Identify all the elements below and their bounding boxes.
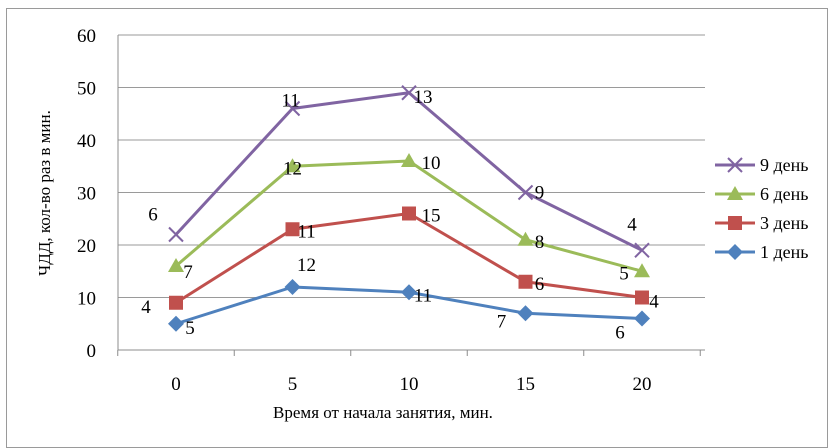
data-point: [284, 158, 301, 173]
data-label: 4: [627, 214, 637, 235]
y-tick-label: 20: [77, 236, 96, 257]
legend-label: 9 день: [760, 155, 809, 175]
y-tick-label: 30: [77, 184, 96, 205]
data-point: [518, 274, 533, 289]
data-label: 4: [141, 297, 151, 318]
series-markers: [168, 85, 650, 332]
legend-swatch-marker: [727, 157, 743, 173]
x-tick-label: 15: [516, 374, 535, 395]
x-tick-label: 5: [288, 374, 298, 395]
legend-item: 6 день: [715, 184, 809, 204]
legend-swatch-marker: [728, 216, 742, 230]
legend: 9 день 6 день 3 день 1 день: [715, 155, 809, 262]
x-axis-ticks: 0 5 10 15 20: [117, 350, 701, 395]
data-label: 5: [619, 263, 629, 284]
data-point: [634, 242, 650, 258]
legend-label: 1 день: [760, 242, 809, 262]
legend-item: 3 день: [715, 213, 809, 233]
data-point: [635, 290, 649, 305]
data-point: [634, 263, 650, 278]
chart-frame: [6, 8, 828, 448]
data-label: 11: [297, 221, 315, 242]
data-point: [401, 153, 417, 167]
legend-swatch-marker: [727, 244, 743, 260]
legend-item: 9 день: [715, 155, 809, 175]
data-point: [402, 206, 416, 221]
legend-label: 6 день: [760, 184, 809, 204]
legend-item: 1 день: [715, 242, 809, 262]
data-point: [517, 184, 534, 201]
y-axis-ticks: 0 10 20 30 40 50 60: [77, 26, 96, 362]
x-axis-title: Время от начала занятия, мин.: [273, 403, 493, 422]
x-tick-label: 10: [400, 374, 419, 395]
y-tick-label: 60: [77, 26, 96, 47]
data-point: [285, 222, 300, 237]
data-label: 10: [422, 153, 441, 174]
data-label: 8: [535, 232, 545, 253]
y-axis-title: ЧДД, кол-во раз в мин.: [35, 110, 54, 276]
data-label: 5: [185, 318, 195, 339]
series-line-1: [174, 91, 643, 252]
data-point: [401, 85, 417, 101]
data-label: 7: [183, 262, 193, 283]
data-label: 6: [148, 205, 158, 226]
data-point: [284, 279, 301, 295]
data-label: 4: [649, 292, 659, 313]
y-tick-label: 50: [77, 79, 96, 100]
data-point: [634, 310, 650, 327]
data-label: 9: [535, 183, 545, 204]
y-tick-label: 0: [87, 341, 97, 362]
data-point: [169, 295, 183, 310]
legend-label: 3 день: [760, 213, 809, 233]
data-label: 6: [615, 323, 625, 344]
data-point: [168, 258, 184, 272]
data-point: [517, 305, 534, 322]
data-label: 15: [422, 206, 441, 227]
data-point: [517, 231, 534, 246]
y-tick-label: 10: [77, 289, 96, 310]
data-label: 13: [414, 87, 433, 108]
data-label: 12: [283, 158, 302, 179]
data-label: 11: [281, 91, 299, 112]
data-label: 12: [297, 255, 316, 276]
x-tick-label: 0: [171, 374, 181, 395]
data-point: [168, 226, 184, 243]
data-label: 6: [535, 274, 545, 295]
data-point: [168, 315, 184, 332]
data-label: 7: [497, 311, 507, 332]
y-tick-label: 40: [77, 131, 96, 152]
legend-swatch-marker: [727, 186, 743, 200]
data-point: [284, 100, 301, 117]
data-point: [401, 284, 417, 301]
x-tick-label: 20: [633, 374, 652, 395]
data-label: 11: [414, 285, 432, 306]
gridlines: [117, 34, 705, 351]
